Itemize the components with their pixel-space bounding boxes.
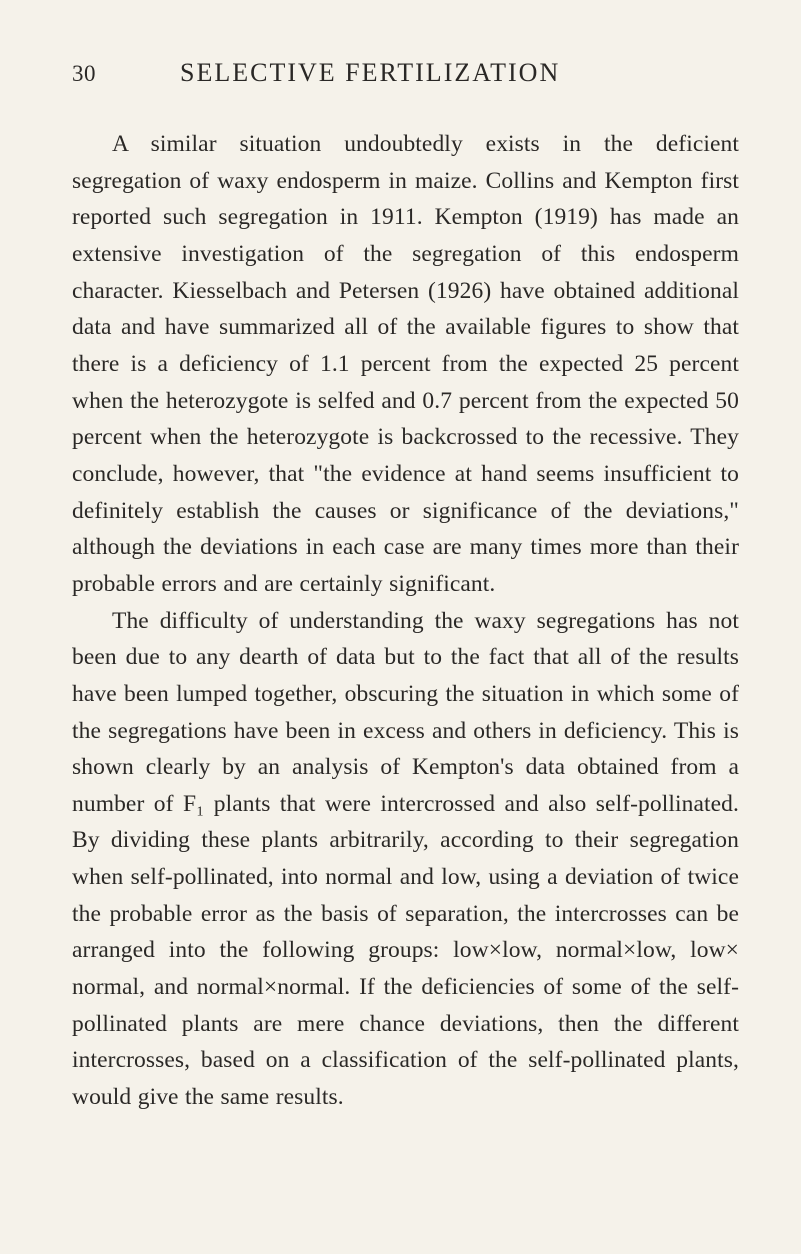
page-body: A similar situation undoubtedly exists i…: [72, 126, 739, 1116]
page-header: 30 SELECTIVE FERTILIZATION: [72, 58, 739, 88]
page-title: SELECTIVE FERTILIZATION: [180, 58, 560, 88]
paragraph-1: A similar situation undoubtedly exists i…: [72, 126, 739, 603]
paragraph-2: The difficulty of understanding the waxy…: [72, 603, 739, 1116]
page-number: 30: [72, 61, 96, 87]
